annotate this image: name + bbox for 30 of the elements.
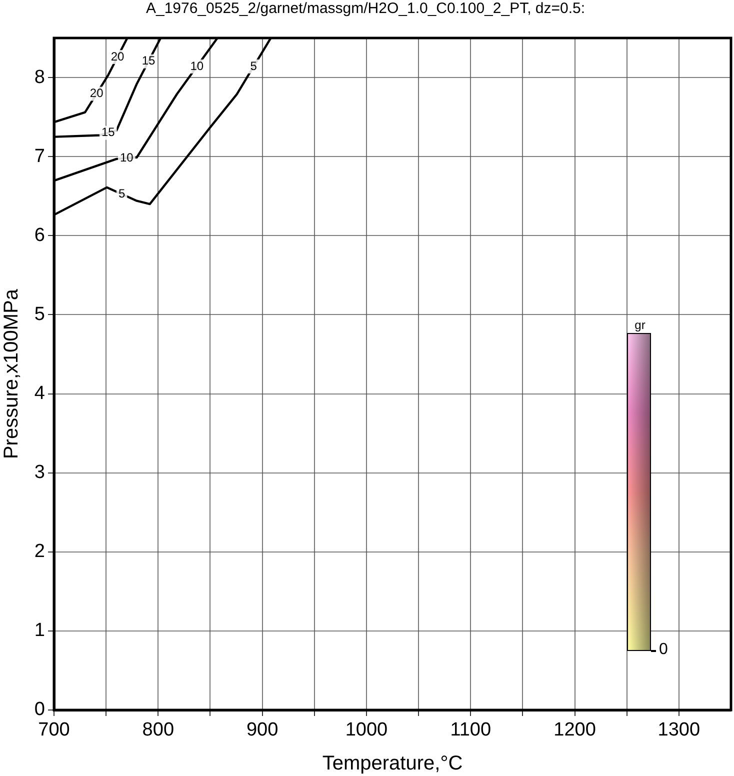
y-tick-label: 6 [34,224,45,246]
x-tick-label: 1100 [450,720,492,741]
series-label: 20 [110,49,125,64]
text: 20 [90,86,104,100]
color-scale: gr 0 [622,318,672,662]
y-tick-label: 4 [34,383,46,404]
text: 5 [118,186,126,200]
y-tick-label: 5 [34,304,45,325]
series-label: 10 [120,150,134,164]
color-bar-title: gr [634,318,646,332]
text: 10 [190,58,204,73]
y-tick-label: 1 [34,620,45,642]
series-label: 15 [142,54,156,68]
annotation: 0 [659,641,668,659]
y-tick-label: 2 [34,541,45,562]
x-tick-label: 1000 [345,720,388,741]
series-label: 5 [250,58,258,73]
x-tick-label: 900 [246,720,278,741]
chart-title: A_1976_0525_2/garnet/massgm/H2O_1.0_C0.100_2_PT, dz=0.5: [146,0,586,18]
x-tick-label: 1300 [658,720,700,741]
x-tick-label: 700 [38,720,70,741]
y-tick-label: 0 [34,699,45,720]
y-tick-label: 7 [34,146,45,167]
y-axis-title: Pressure,x100MPa [0,288,23,460]
x-tick-label: 1200 [554,720,596,741]
text: 15 [101,125,115,140]
x-axis-title: Temperature,°C [322,752,463,775]
x-tick-label: 800 [142,720,174,741]
y-tick-label: 8 [34,66,45,88]
y-tick-label: 3 [34,462,45,484]
